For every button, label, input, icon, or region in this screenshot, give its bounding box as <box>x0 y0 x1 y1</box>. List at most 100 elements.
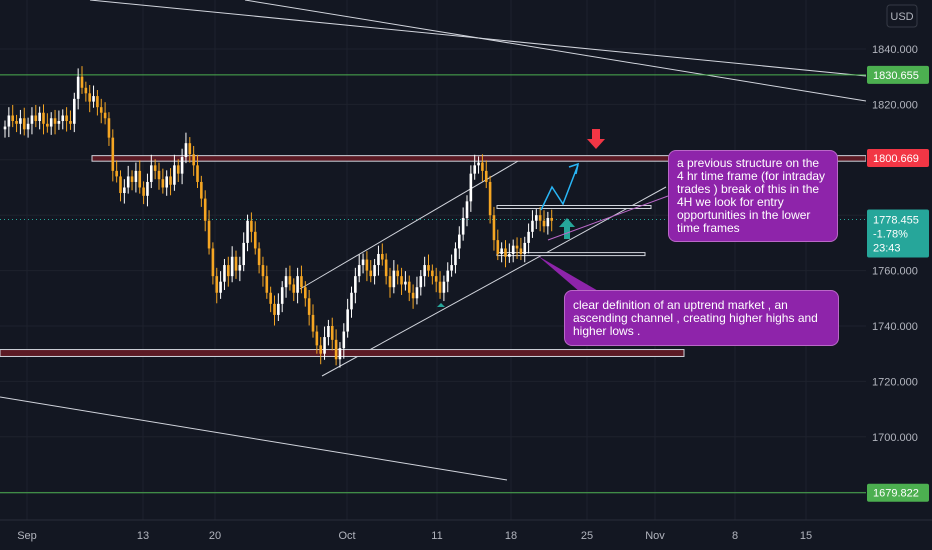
candle-body[interactable] <box>138 170 142 188</box>
candle-body[interactable] <box>130 176 134 182</box>
candle-body[interactable] <box>392 270 396 288</box>
candle-body[interactable] <box>427 265 430 271</box>
candles[interactable] <box>3 66 553 368</box>
candle-body[interactable] <box>184 143 188 158</box>
candle-body[interactable] <box>157 170 161 180</box>
candle-body[interactable] <box>11 115 14 122</box>
candle-body[interactable] <box>461 217 465 235</box>
candle-body[interactable] <box>377 253 380 266</box>
candle-body[interactable] <box>92 96 95 102</box>
candle-body[interactable] <box>319 345 322 354</box>
candle-body[interactable] <box>280 287 284 304</box>
annotation-uptrend[interactable]: clear definition of an uptrend market , … <box>564 290 839 346</box>
candle-body[interactable] <box>511 245 515 254</box>
candle-body[interactable] <box>65 115 68 122</box>
candle-body[interactable] <box>419 276 423 288</box>
candle-body[interactable] <box>200 181 203 199</box>
candle-body[interactable] <box>292 284 296 293</box>
candle-body[interactable] <box>227 265 230 277</box>
candle-body[interactable] <box>515 245 519 249</box>
candle-body[interactable] <box>450 265 453 271</box>
candle-body[interactable] <box>488 181 492 216</box>
candle-body[interactable] <box>458 234 461 249</box>
candle-body[interactable] <box>115 170 118 177</box>
candle-body[interactable] <box>300 276 303 288</box>
candle-body[interactable] <box>327 326 330 338</box>
candle-body[interactable] <box>146 181 149 196</box>
candle-body[interactable] <box>365 259 369 271</box>
candle-body[interactable] <box>434 276 438 282</box>
candle-body[interactable] <box>126 176 130 188</box>
time-axis[interactable]: Sep 13 20 Oct 11 18 25 Nov 8 15 <box>0 519 932 542</box>
candle-body[interactable] <box>523 242 527 254</box>
candle-body[interactable] <box>30 115 34 124</box>
candle-body[interactable] <box>46 123 49 127</box>
candle-body[interactable] <box>519 248 523 254</box>
candle-body[interactable] <box>215 276 219 293</box>
candle-body[interactable] <box>538 215 542 221</box>
candle-body[interactable] <box>315 331 319 346</box>
candle-body[interactable] <box>265 276 269 293</box>
candle-body[interactable] <box>242 242 245 266</box>
candle-body[interactable] <box>269 292 272 304</box>
candle-body[interactable] <box>173 165 176 185</box>
candle-body[interactable] <box>354 276 357 293</box>
candle-body[interactable] <box>196 165 199 182</box>
candle-body[interactable] <box>250 220 253 232</box>
candle-body[interactable] <box>15 121 18 124</box>
candle-body[interactable] <box>296 276 299 293</box>
candle-body[interactable] <box>53 118 57 124</box>
candle-body[interactable] <box>400 276 403 285</box>
candle-body[interactable] <box>26 123 30 130</box>
candle-body[interactable] <box>535 215 538 221</box>
candle-body[interactable] <box>73 98 76 124</box>
candle-body[interactable] <box>438 281 442 293</box>
candle-body[interactable] <box>107 118 111 138</box>
candle-body[interactable] <box>207 220 211 249</box>
candle-body[interactable] <box>500 248 503 254</box>
candle-body[interactable] <box>88 93 91 102</box>
candle-body[interactable] <box>342 331 346 349</box>
candle-body[interactable] <box>273 303 276 315</box>
candle-body[interactable] <box>153 165 157 171</box>
candle-body[interactable] <box>180 157 184 174</box>
candle-body[interactable] <box>103 112 107 119</box>
candle-body[interactable] <box>469 173 473 202</box>
candle-body[interactable] <box>431 270 434 277</box>
candle-body[interactable] <box>219 281 222 293</box>
candle-body[interactable] <box>396 270 399 277</box>
candle-body[interactable] <box>238 265 242 271</box>
currency-box[interactable] <box>886 4 918 28</box>
candle-body[interactable] <box>527 231 530 243</box>
candle-body[interactable] <box>446 270 450 282</box>
candle-body[interactable] <box>261 265 265 277</box>
candle-body[interactable] <box>142 187 145 196</box>
candle-body[interactable] <box>542 220 546 227</box>
candle-body[interactable] <box>257 248 261 266</box>
candle-body[interactable] <box>311 314 315 332</box>
candle-body[interactable] <box>7 115 11 127</box>
candle-body[interactable] <box>176 165 180 174</box>
candle-body[interactable] <box>473 165 476 174</box>
candle-body[interactable] <box>119 176 122 194</box>
candle-body[interactable] <box>288 276 292 285</box>
candle-body[interactable] <box>454 248 457 266</box>
candle-body[interactable] <box>38 112 41 122</box>
candle-body[interactable] <box>484 170 488 182</box>
candle-body[interactable] <box>481 162 484 171</box>
candle-body[interactable] <box>411 292 415 299</box>
candle-body[interactable] <box>415 287 419 299</box>
candle-body[interactable] <box>381 253 384 260</box>
candle-body[interactable] <box>161 179 165 188</box>
candle-body[interactable] <box>203 198 207 221</box>
candle-body[interactable] <box>246 220 249 243</box>
candle-body[interactable] <box>465 201 469 218</box>
candle-body[interactable] <box>34 115 38 122</box>
candle-body[interactable] <box>192 154 195 166</box>
annotation-previous-structure[interactable]: a previous structure on the 4 hr time fr… <box>668 150 838 242</box>
candle-body[interactable] <box>407 281 411 293</box>
candle-body[interactable] <box>3 126 7 130</box>
candle-body[interactable] <box>42 112 45 124</box>
candle-body[interactable] <box>361 259 365 266</box>
